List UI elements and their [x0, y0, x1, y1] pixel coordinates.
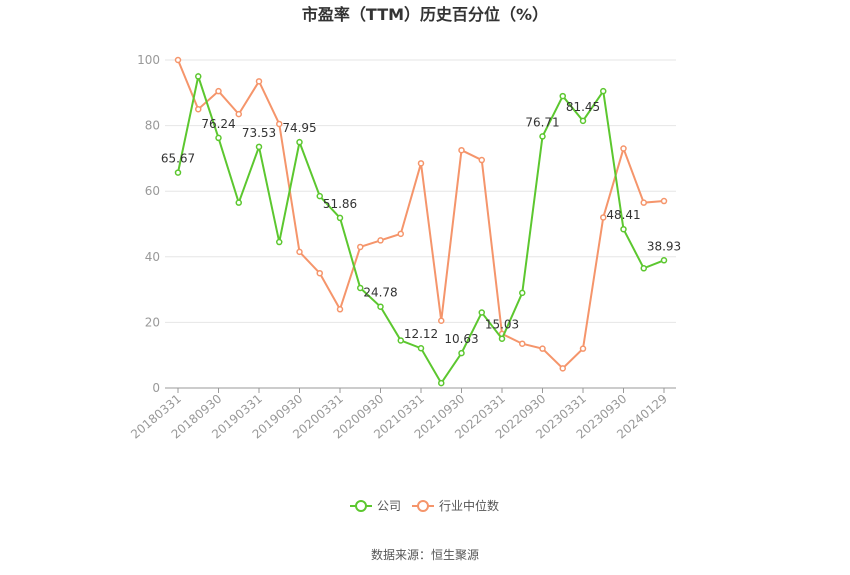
legend-label: 行业中位数 [439, 498, 499, 513]
data-point[interactable] [660, 197, 668, 205]
data-label: 74.95 [282, 121, 316, 135]
data-point[interactable] [195, 105, 202, 113]
series-1 [174, 56, 668, 372]
data-label: 65.67 [161, 152, 195, 166]
data-point[interactable] [235, 110, 242, 118]
data-point[interactable] [255, 143, 263, 151]
data-point[interactable] [357, 284, 364, 292]
data-point[interactable] [458, 146, 465, 154]
data-point[interactable] [660, 257, 668, 264]
data-point[interactable] [478, 309, 485, 316]
y-tick-label: 60 [145, 184, 160, 198]
data-point[interactable] [296, 248, 303, 256]
data-point[interactable] [336, 306, 344, 313]
y-tick-label: 100 [137, 53, 160, 67]
data-label: 81.45 [566, 100, 600, 114]
legend-item-0[interactable]: 公司 [350, 499, 401, 513]
data-point[interactable] [215, 87, 222, 95]
data-point[interactable] [377, 237, 384, 244]
data-labels: 65.67 76.24 73.53 74.95 51.86 24.78 12.12 10.63… [161, 100, 681, 346]
data-point[interactable] [478, 156, 485, 164]
legend[interactable]: 公司 行业中位数 [350, 498, 499, 513]
data-point[interactable] [195, 73, 202, 80]
y-tick-label: 20 [145, 315, 160, 329]
data-point[interactable] [620, 145, 627, 152]
data-point[interactable] [255, 78, 263, 85]
data-label: 51.86 [323, 197, 357, 211]
data-label: 73.53 [242, 126, 276, 140]
data-point[interactable] [417, 160, 425, 167]
data-label: 76.24 [201, 117, 235, 131]
legend-label: 公司 [377, 499, 401, 513]
series-layer [174, 56, 668, 387]
data-point[interactable] [174, 56, 182, 64]
y-tick-label: 80 [145, 119, 160, 133]
source-note: 数据来源：恒生聚源 [371, 547, 479, 562]
chart-title: 市盈率（TTM）历史百分位（%） [302, 5, 548, 24]
data-point[interactable] [539, 133, 546, 140]
y-tick-label: 0 [152, 381, 160, 395]
data-point[interactable] [276, 238, 283, 246]
data-point[interactable] [438, 379, 445, 387]
y-tick-label: 40 [145, 250, 160, 264]
series-0 [174, 72, 668, 387]
data-point[interactable] [296, 138, 303, 146]
data-label: 12.12 [404, 327, 438, 341]
data-point[interactable] [438, 317, 445, 325]
data-point[interactable] [357, 243, 364, 251]
data-point[interactable] [276, 120, 283, 128]
legend-marker-icon [355, 500, 367, 512]
data-point[interactable] [559, 92, 566, 100]
data-label: 15.03 [485, 318, 519, 332]
data-label: 76.71 [525, 115, 559, 129]
data-point[interactable] [397, 337, 404, 344]
data-point[interactable] [316, 192, 323, 200]
data-point[interactable] [458, 349, 465, 357]
data-point[interactable] [498, 335, 506, 342]
data-point[interactable] [539, 345, 546, 352]
data-point[interactable] [215, 134, 222, 142]
data-label: 10.63 [444, 332, 478, 346]
data-point[interactable] [519, 340, 526, 347]
data-point[interactable] [316, 269, 323, 277]
data-point[interactable] [559, 365, 566, 372]
data-point[interactable] [174, 169, 182, 176]
data-point[interactable] [640, 199, 647, 206]
data-label: 24.78 [363, 286, 397, 300]
data-point[interactable] [235, 199, 242, 206]
data-point[interactable] [336, 214, 344, 222]
data-point[interactable] [519, 289, 526, 297]
grid [165, 59, 676, 323]
data-point[interactable] [377, 303, 384, 310]
data-point[interactable] [620, 225, 627, 233]
data-point[interactable] [600, 87, 607, 95]
data-point[interactable] [640, 265, 647, 272]
data-label: 38.93 [647, 239, 681, 253]
data-point[interactable] [579, 345, 587, 352]
data-point[interactable] [397, 230, 404, 238]
legend-item-1[interactable]: 行业中位数 [412, 498, 499, 513]
data-point[interactable] [600, 214, 607, 221]
data-point[interactable] [417, 344, 425, 352]
data-label: 48.41 [606, 208, 640, 222]
data-point[interactable] [579, 117, 587, 125]
legend-marker-icon [417, 500, 429, 512]
